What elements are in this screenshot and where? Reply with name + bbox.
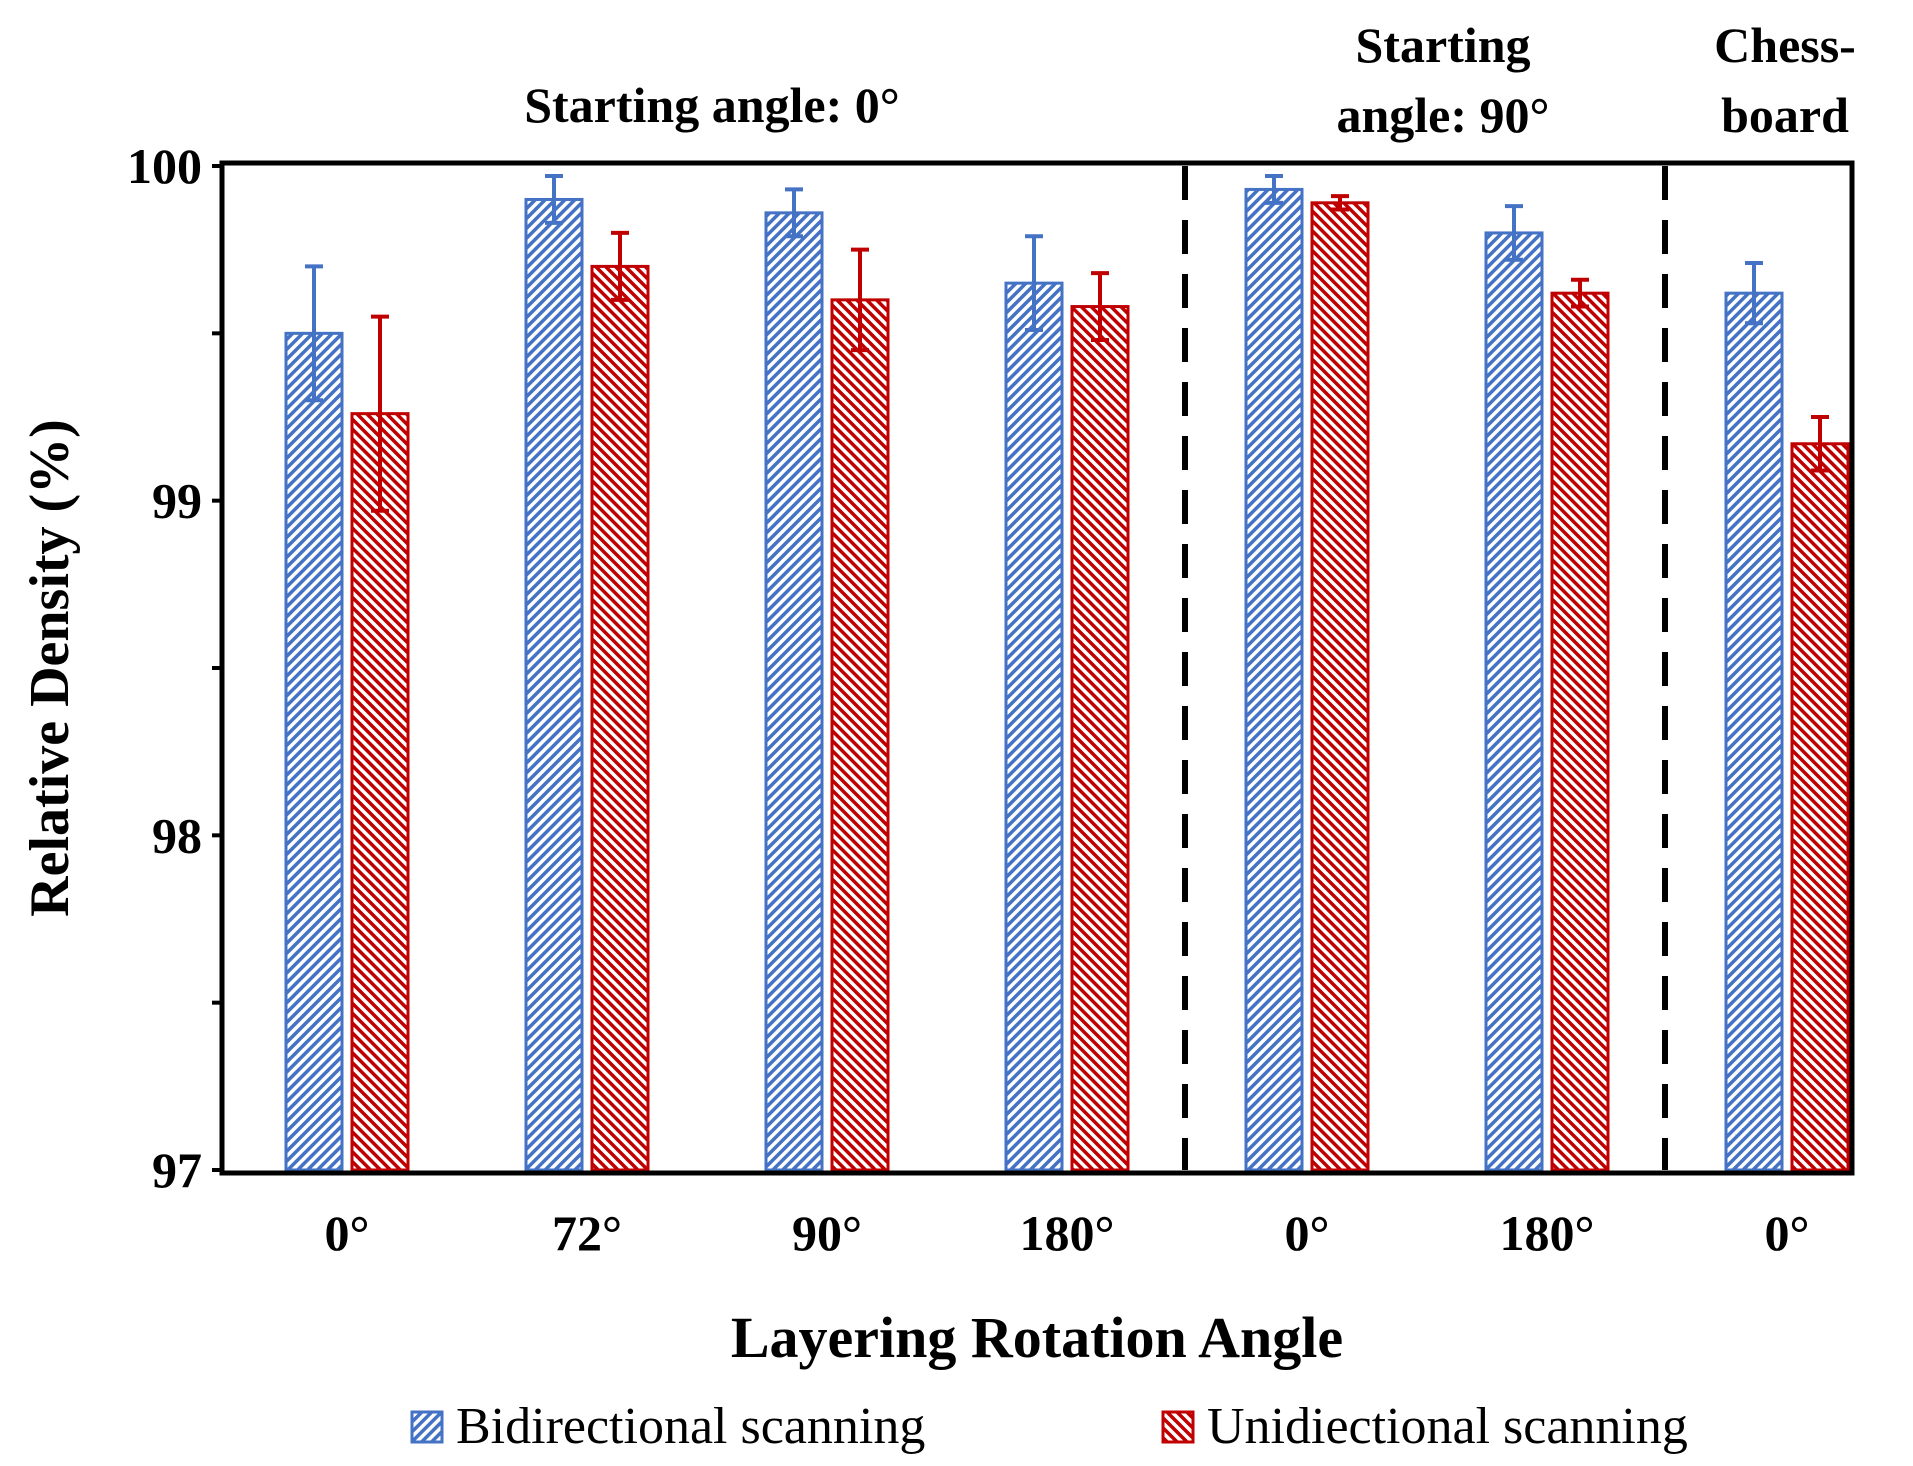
y-tick-label-3: 100 — [127, 138, 202, 194]
legend-label-unidirectional: Unidiectional scanning — [1207, 1398, 1688, 1455]
errorbar-bidirectional-5 — [1505, 204, 1523, 262]
x-tick-label-4: 0° — [1285, 1205, 1330, 1261]
y-tick-label-1: 98 — [152, 807, 202, 863]
legend-swatch-unidirectional — [1161, 1410, 1195, 1444]
bar-bidirectional-4 — [1244, 187, 1304, 1172]
bar-unidirectional-1 — [590, 264, 650, 1172]
bar-bidirectional-2 — [764, 211, 824, 1172]
bar-unidirectional-3 — [1070, 305, 1130, 1172]
x-tick-label-1: 72° — [552, 1205, 622, 1261]
errorbar-unidirectional-5 — [1571, 277, 1589, 309]
errorbar-bidirectional-1 — [545, 174, 563, 225]
errorbar-bidirectional-6 — [1745, 261, 1763, 326]
errorbar-unidirectional-3 — [1091, 271, 1109, 343]
bar-bidirectional-3 — [1004, 281, 1064, 1172]
y-axis-title: Relative Density (%) — [19, 419, 81, 917]
errorbar-unidirectional-0 — [371, 314, 389, 513]
x-axis-title: Layering Rotation Angle — [731, 1305, 1343, 1370]
errorbar-unidirectional-4 — [1331, 194, 1349, 212]
group-label-chessboard-line1: Chess- — [1714, 17, 1856, 73]
errorbar-bidirectional-3 — [1025, 234, 1043, 332]
group-label-starting-0: Starting angle: 0° — [524, 77, 900, 133]
group-label-starting-90-line2: angle: 90° — [1336, 87, 1549, 143]
x-tick-label-3: 180° — [1020, 1205, 1115, 1261]
errorbar-unidirectional-6 — [1811, 415, 1829, 473]
bar-bidirectional-5 — [1484, 231, 1544, 1172]
legend-label-bidirectional: Bidirectional scanning — [456, 1398, 925, 1455]
bar-unidirectional-4 — [1310, 201, 1370, 1172]
x-tick-label-0: 0° — [325, 1205, 370, 1261]
bar-bidirectional-6 — [1724, 291, 1784, 1172]
errorbar-unidirectional-1 — [611, 230, 629, 302]
bar-bidirectional-1 — [524, 197, 584, 1172]
group-label-starting-90-line1: Starting — [1356, 17, 1531, 73]
errorbar-unidirectional-2 — [851, 247, 869, 353]
errorbar-bidirectional-0 — [305, 264, 323, 403]
x-tick-label-5: 180° — [1500, 1205, 1595, 1261]
bar-unidirectional-0 — [350, 412, 410, 1172]
y-tick-label-0: 97 — [152, 1142, 202, 1198]
errorbar-bidirectional-4 — [1265, 174, 1283, 205]
y-tick-label-2: 99 — [152, 473, 202, 529]
legend-swatch-bidirectional — [410, 1410, 444, 1444]
bar-bidirectional-0 — [284, 331, 344, 1172]
x-tick-label-6: 0° — [1765, 1205, 1810, 1261]
group-label-chessboard-line2: board — [1721, 87, 1849, 143]
legend: Bidirectional scanning Unidiectional sca… — [410, 1398, 1688, 1455]
errorbar-bidirectional-2 — [785, 187, 803, 239]
bar-unidirectional-6 — [1790, 442, 1850, 1172]
x-tick-label-2: 90° — [792, 1205, 862, 1261]
bar-unidirectional-2 — [830, 298, 890, 1172]
bar-unidirectional-5 — [1550, 291, 1610, 1172]
